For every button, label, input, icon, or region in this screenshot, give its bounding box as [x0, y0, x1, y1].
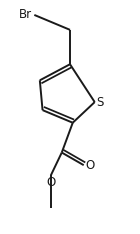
- Text: Br: Br: [19, 8, 32, 22]
- Text: S: S: [97, 96, 104, 109]
- Text: O: O: [86, 159, 95, 172]
- Text: O: O: [46, 176, 55, 190]
